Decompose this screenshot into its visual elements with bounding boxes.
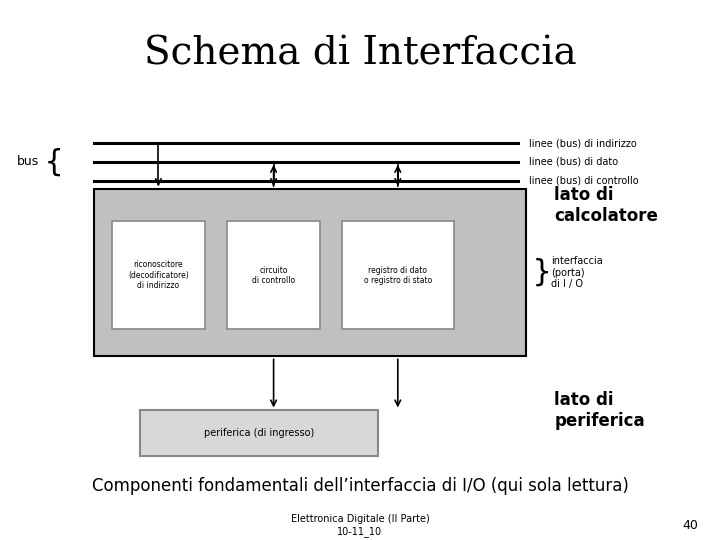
Text: 40: 40 xyxy=(683,519,698,532)
Text: {: { xyxy=(45,147,63,177)
Text: }: } xyxy=(533,258,552,287)
Text: Componenti fondamentali dell’interfaccia di I/O (qui sola lettura): Componenti fondamentali dell’interfaccia… xyxy=(91,477,629,495)
Bar xyxy=(140,410,378,456)
Text: bus: bus xyxy=(17,156,40,168)
Text: lato di
calcolatore: lato di calcolatore xyxy=(554,186,658,225)
Text: riconoscitore
(decodificatore)
di indirizzo: riconoscitore (decodificatore) di indiri… xyxy=(128,260,189,291)
Text: linee (bus) di indirizzo: linee (bus) di indirizzo xyxy=(529,138,637,148)
Bar xyxy=(227,221,320,329)
Text: linee (bus) di controllo: linee (bus) di controllo xyxy=(529,176,639,186)
Text: periferica (di ingresso): periferica (di ingresso) xyxy=(204,428,315,438)
Text: Elettronica Digitale (II Parte)
10-11_10: Elettronica Digitale (II Parte) 10-11_10 xyxy=(291,514,429,537)
Text: registro di dato
o registro di stato: registro di dato o registro di stato xyxy=(364,266,432,285)
Text: interfaccia
(porta)
di I / O: interfaccia (porta) di I / O xyxy=(551,256,603,289)
Text: linee (bus) di dato: linee (bus) di dato xyxy=(529,157,618,167)
Text: Schema di Interfaccia: Schema di Interfaccia xyxy=(143,36,577,72)
Bar xyxy=(342,221,454,329)
Bar xyxy=(94,189,526,356)
Text: circuito
di controllo: circuito di controllo xyxy=(252,266,295,285)
Bar xyxy=(112,221,205,329)
Text: lato di
periferica: lato di periferica xyxy=(554,391,645,430)
